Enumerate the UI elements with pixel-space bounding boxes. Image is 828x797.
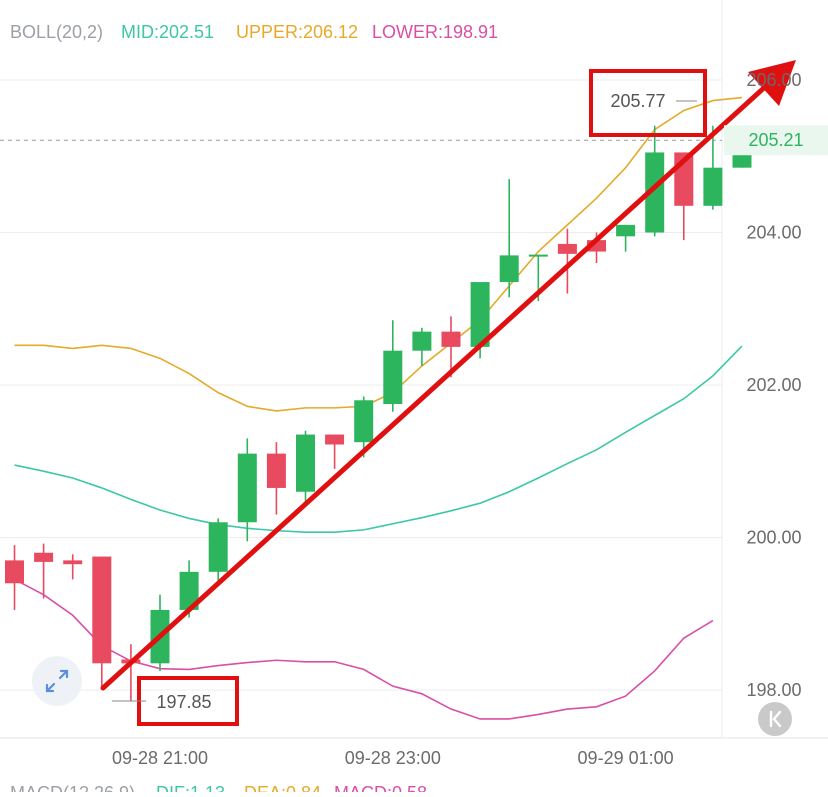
trend-arrow-shaft [100, 83, 769, 691]
candle-body [266, 453, 286, 488]
candle-body [5, 560, 24, 584]
candle [92, 556, 112, 687]
candle-body [703, 167, 723, 206]
expand-arrows-icon [45, 669, 69, 693]
candle [208, 518, 228, 584]
expand-button[interactable] [32, 656, 82, 706]
time-axis-tick-label: 09-28 21:00 [112, 748, 208, 768]
candle [499, 179, 519, 298]
candle-body [34, 552, 54, 562]
current-price-label: 205.21 [748, 130, 803, 150]
candle [645, 125, 665, 237]
candle [383, 320, 403, 412]
candle-body [296, 434, 315, 492]
candle-body [616, 224, 636, 237]
candle [266, 442, 286, 515]
boll-upper-value: UPPER:206.12 [236, 22, 358, 42]
candle [354, 396, 374, 458]
candle-body [92, 556, 112, 664]
trend-arrow-head [748, 60, 796, 106]
candle [296, 430, 315, 504]
scroll-to-latest-button[interactable] [758, 702, 792, 736]
price-axis-tick-label: 202.00 [746, 375, 801, 395]
candles [5, 125, 752, 702]
candle-body [499, 255, 519, 283]
price-axis-tick-label: 198.00 [746, 680, 801, 700]
macd-dif-value: DIF:1.13 [156, 783, 225, 792]
low-price-label: 197.85 [156, 692, 211, 712]
candle [325, 434, 345, 469]
current-price-tag [724, 125, 828, 156]
high-price-label: 205.77 [610, 91, 665, 111]
candle [616, 224, 636, 252]
candle-body [412, 331, 432, 351]
boll-upper-line [14, 96, 743, 412]
boll-mid-line [14, 345, 743, 533]
annotations: 205.77 197.85 [112, 69, 707, 726]
macd-indicator-name: MACD(12,26,9) [10, 783, 135, 792]
price-axis-tick-label: 206.00 [746, 70, 801, 90]
candle-body [645, 152, 665, 233]
time-axis-tick-label: 09-29 01:00 [578, 748, 674, 768]
boll-lower-line [14, 578, 714, 720]
candle-body [528, 254, 548, 257]
candle-body [325, 434, 345, 445]
bollinger-bands [14, 96, 743, 720]
boll-indicator-name: BOLL(20,2) [10, 22, 103, 42]
chevron-double-left-icon [769, 710, 782, 728]
candle-body [354, 400, 374, 443]
boll-header: BOLL(20,2) MID:202.51 UPPER:206.12 LOWER… [10, 22, 498, 42]
candle-body [587, 240, 606, 252]
candle-body [470, 282, 490, 347]
candle-body [383, 350, 403, 405]
high-annotation-box [589, 69, 707, 137]
candle [557, 228, 577, 294]
candle [703, 125, 723, 210]
price-axis-tick-label: 200.00 [746, 528, 801, 548]
candle [412, 327, 432, 366]
time-axis-tick-label: 09-28 23:00 [345, 748, 441, 768]
candle [63, 554, 83, 580]
time-axis: 09-28 21:00 09-28 23:00 09-29 01:00 [112, 748, 674, 768]
candle [441, 316, 461, 378]
macd-value: MACD:0.58 [334, 783, 427, 792]
candle-body [557, 243, 577, 254]
boll-lower-value: LOWER:198.91 [372, 22, 498, 42]
candle [34, 543, 54, 599]
price-axis: 206.00 204.00 202.00 200.00 198.00 205.21 [724, 70, 828, 700]
trend-arrow [100, 60, 796, 691]
candle [5, 545, 24, 610]
candle-body [237, 453, 257, 523]
candle-body [63, 560, 83, 565]
candle-body [208, 522, 228, 572]
candle-body [441, 331, 461, 347]
macd-dea-value: DEA:0.84 [244, 783, 321, 792]
candle [237, 438, 257, 542]
candle-body [179, 571, 199, 610]
boll-mid-value: MID:202.51 [121, 22, 214, 42]
macd-header: MACD(12,26,9) DIF:1.13 DEA:0.84 MACD:0.5… [10, 783, 427, 797]
price-axis-tick-label: 204.00 [746, 223, 801, 243]
